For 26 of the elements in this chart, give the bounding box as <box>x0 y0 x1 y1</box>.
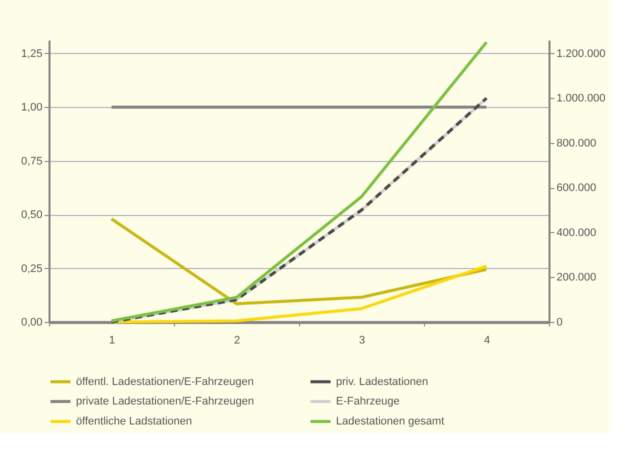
x-tick-label: 1 <box>108 334 116 346</box>
y2-tick-label: 200.000 <box>556 272 596 284</box>
y2-tick-label: 1.000.000 <box>556 92 606 105</box>
legend-label: öffentl. Ladestationen/E-Fahrzeugen <box>76 376 254 388</box>
y-tick-label: 0,00 <box>21 316 42 328</box>
x-tick-label: 3 <box>358 334 366 346</box>
legend-label: öffentliche Ladstationen <box>76 416 192 428</box>
x-tick-label: 4 <box>484 334 490 346</box>
line-series <box>110 217 488 306</box>
legend-label: priv. Ladestationen <box>336 376 428 388</box>
legend-label: private Ladestationen/E-Fahrzeugen <box>76 396 254 408</box>
line-series <box>110 40 488 322</box>
y2-tick-label: 1.200.000 <box>556 48 606 60</box>
line-series <box>110 264 488 324</box>
y2-tick-label: 0 <box>556 316 563 328</box>
legend-label: E-Fahrzeuge <box>336 396 400 408</box>
y2-tick-label: 400.000 <box>556 226 596 239</box>
x-tick-label: 2 <box>234 334 240 346</box>
y-tick-label: 0,50 <box>21 209 42 222</box>
y-tick-label: 1,00 <box>21 102 42 114</box>
y-tick-label: 1,25 <box>21 48 42 60</box>
y2-tick-label: 800.000 <box>556 137 596 150</box>
legend-label: Ladestationen gesamt <box>336 416 444 428</box>
y-tick-label: 0,25 <box>21 262 42 275</box>
y-tick-label: 0,75 <box>21 155 42 168</box>
y2-tick-label: 600.000 <box>556 182 596 194</box>
